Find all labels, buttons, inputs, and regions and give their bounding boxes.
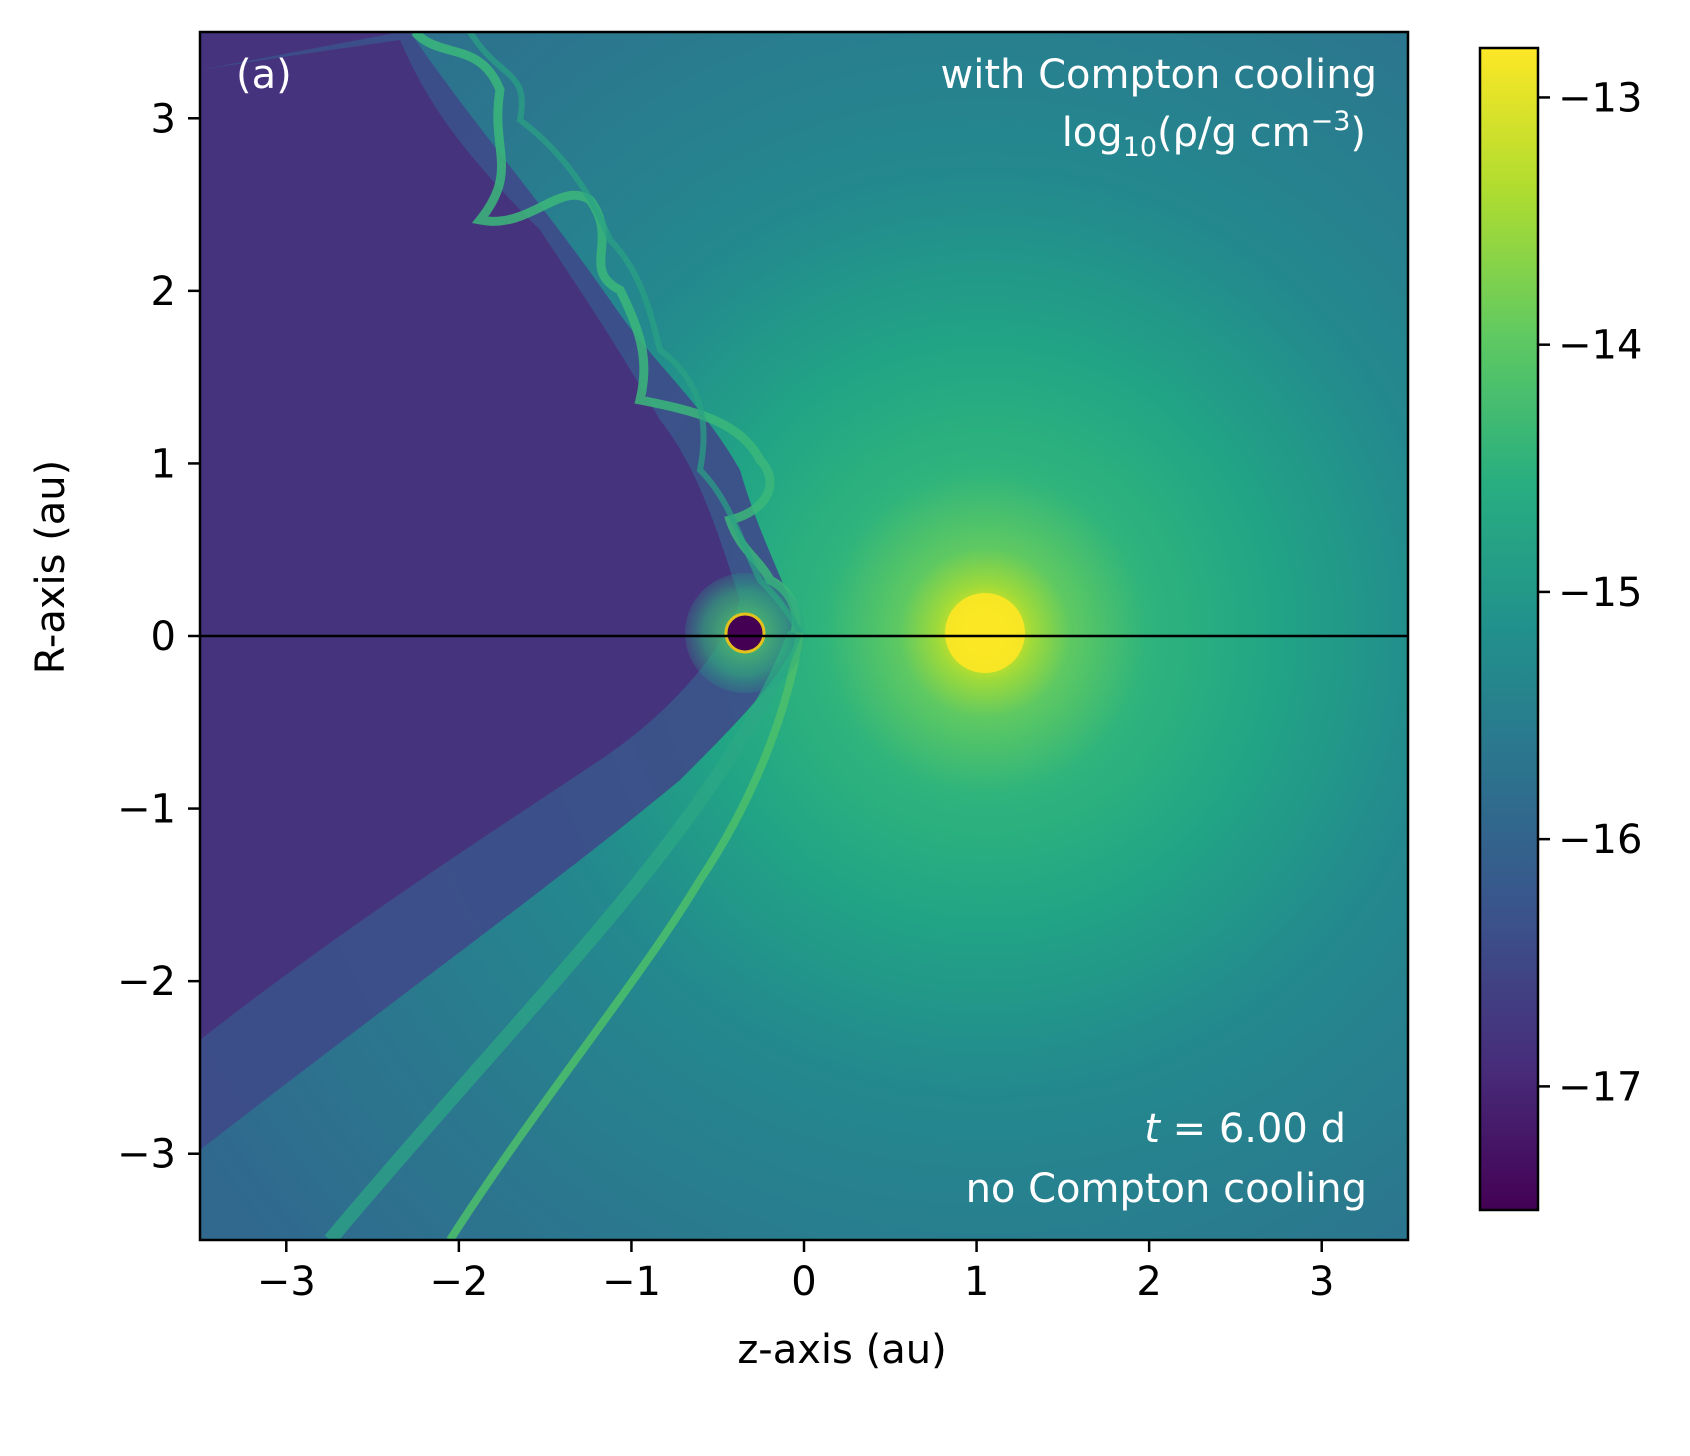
cavity-inner [200,32,740,1040]
colorbar-tick-label: −15 [1558,570,1642,616]
y-tick-label: −1 [117,787,176,833]
colorbar-ticks: −17 −16 −15 −14 −13 [1538,75,1642,1110]
y-tick-label: −3 [117,1132,176,1178]
y-axis-ticks: −3 −2 −1 0 1 2 3 [117,96,200,1178]
x-tick-label: 3 [1309,1259,1334,1305]
quantity-label: log10(ρ/g cm−3) [1062,106,1366,163]
shock-filament-upper [411,32,801,634]
colorbar-tick-label: −16 [1558,817,1642,863]
y-tick-label: −2 [117,959,176,1005]
colorbar-tick-label: −13 [1558,75,1642,121]
y-tick-label: 3 [151,96,176,142]
colorbar-tick-label: −17 [1558,1064,1642,1110]
y-tick-label: 2 [151,269,176,315]
x-tick-label: −1 [602,1259,661,1305]
shock-filament-upper-b [467,32,803,635]
time-variable: t [1144,1106,1161,1152]
quantity-superscript: −3 [1311,106,1351,137]
y-axis-label: R-axis (au) [28,460,74,675]
star-glow [945,593,1025,673]
colorbar [1478,46,1540,1212]
x-tick-label: 0 [791,1259,816,1305]
x-axis-ticks: −3 −2 −1 0 1 2 3 [257,1240,1334,1305]
wake-stream-b [324,630,802,1240]
colorbar-tick-label: −14 [1558,323,1642,369]
panel-label: (a) [236,52,292,98]
y-tick-label: 0 [151,614,176,660]
time-label: t = 6.00 d [1144,1106,1346,1152]
x-tick-label: 1 [964,1259,989,1305]
quantity-body: (ρ/g cm [1157,110,1311,156]
x-tick-label: −3 [257,1259,316,1305]
x-axis-label: z-axis (au) [737,1327,946,1373]
wake-stream-a [446,632,804,1240]
quantity-subscript: 10 [1123,132,1157,163]
title-line1: with Compton cooling [941,52,1377,98]
quantity-prefix: log [1062,110,1123,156]
quantity-suffix: ) [1350,110,1366,156]
x-tick-label: −2 [429,1259,488,1305]
x-tick-label: 2 [1136,1259,1161,1305]
time-value: = 6.00 d [1160,1106,1346,1152]
bottom-annotation: no Compton cooling [966,1166,1367,1212]
y-tick-label: 1 [151,441,176,487]
compact-object [724,612,766,654]
